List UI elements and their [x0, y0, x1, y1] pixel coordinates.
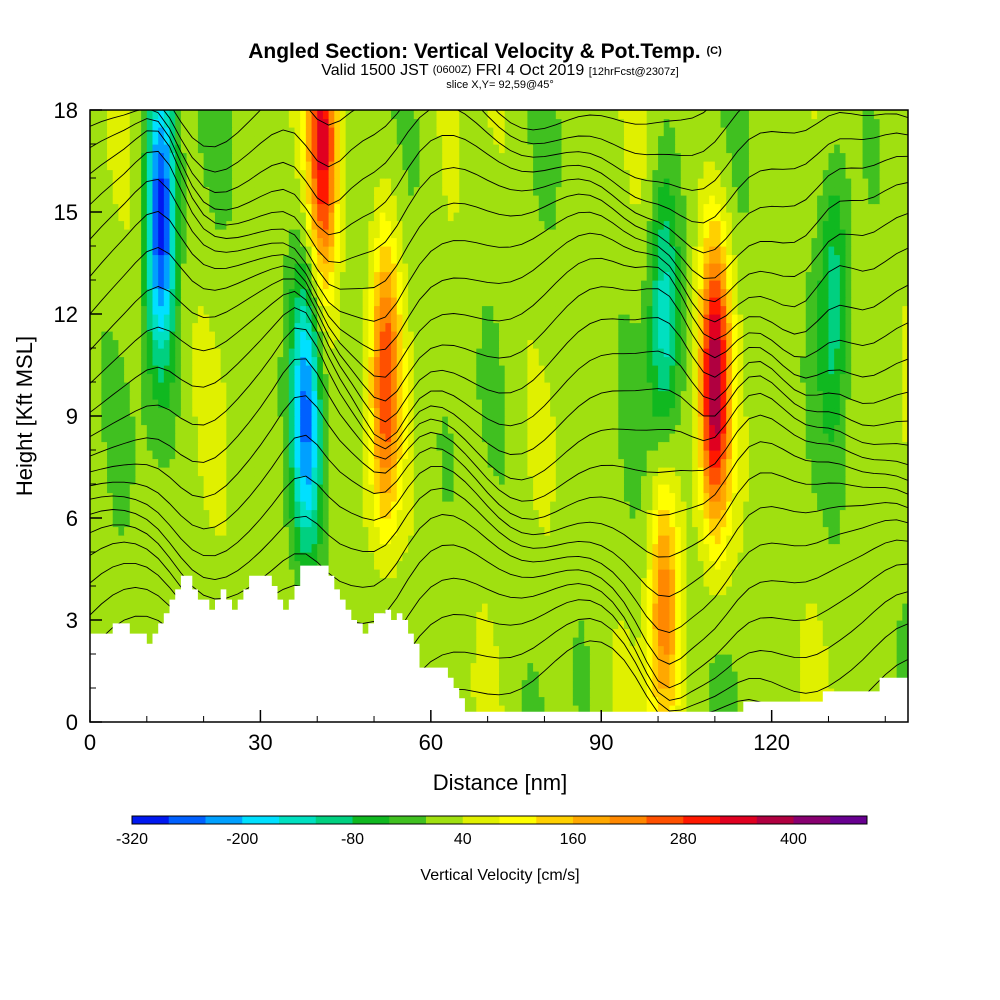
theta-contour-line: [90, 434, 908, 530]
y-tick-label: 18: [54, 98, 78, 123]
theta-contour-line: [162, 110, 741, 173]
colorbar-swatch: [315, 816, 353, 824]
colorbar-tick-label: -80: [341, 831, 364, 848]
valid-main: Valid 1500 JST: [321, 62, 429, 79]
y-tick-label: 15: [54, 200, 78, 225]
colorbar-tick-label: 160: [560, 831, 587, 848]
colorbar-label: Vertical Velocity [cm/s]: [420, 867, 579, 884]
theta-contour-line: [90, 487, 908, 597]
theta-contour-line: [90, 150, 908, 290]
colorbar-swatch: [168, 816, 206, 824]
y-axis: 0 3 6 9 12 15 18: [54, 98, 102, 735]
colorbar-tick-label: -320: [116, 831, 148, 848]
y-tick-label: 6: [66, 506, 78, 531]
valid-date: FRI 4 Oct 2019: [476, 62, 585, 79]
colorbar: -320 -200 -80 40 160 280 400: [116, 815, 868, 848]
theta-contour-line: [90, 130, 908, 264]
colorbar-tick-label: 280: [670, 831, 697, 848]
x-axis: 0 30 60 90 120: [84, 710, 886, 755]
colorbar-swatch: [499, 816, 537, 824]
theta-contour-line: [90, 290, 908, 423]
valid-line: Valid 1500 JST (0600Z) FRI 4 Oct 2019 [1…: [321, 60, 678, 79]
y-axis-label: Height [Kft MSL]: [12, 336, 37, 496]
y-tick-label: 9: [66, 404, 78, 429]
colorbar-swatch: [536, 816, 574, 824]
colorbar-swatch: [132, 816, 170, 824]
colorbar-tick-label: 40: [454, 831, 472, 848]
colorbar-tick-label: -200: [226, 831, 258, 848]
x-axis-label: Distance [nm]: [433, 770, 568, 795]
colorbar-swatch: [756, 816, 794, 824]
x-tick-label: 60: [419, 730, 443, 755]
colorbar-swatch: [242, 816, 280, 824]
theta-contour-line: [172, 110, 708, 148]
theta-contour-line: [90, 307, 908, 442]
x-tick-label: 90: [589, 730, 613, 755]
y-tick-label: 3: [66, 608, 78, 633]
theta-contour-line: [90, 278, 908, 402]
theta-contour-line: [90, 466, 908, 558]
colorbar-swatch: [609, 816, 647, 824]
colorbar-swatch: [646, 816, 684, 824]
colorbar-swatch: [426, 816, 464, 824]
colorbar-swatch: [205, 816, 243, 824]
colorbar-swatch: [830, 816, 868, 824]
chart-title: Angled Section: Vertical Velocity & Pot.…: [248, 40, 722, 63]
forecast-tag: [12hrFcst@2307z]: [589, 66, 679, 78]
theta-contour-line: [90, 327, 908, 455]
x-tick-label: 0: [84, 730, 96, 755]
slice-info: slice X,Y= 92,59@45°: [446, 79, 554, 91]
theta-contour-line: [90, 118, 908, 236]
terrain: [90, 565, 908, 722]
valid-utc: (0600Z): [433, 64, 472, 76]
x-tick-label: 30: [248, 730, 272, 755]
theta-contour-line: [90, 210, 908, 352]
colorbar-swatch: [720, 816, 758, 824]
y-tick-label: 12: [54, 302, 78, 327]
terrain-mask: [90, 565, 908, 722]
colorbar-swatch: [352, 816, 390, 824]
x-tick-label: 120: [753, 730, 790, 755]
theta-contour-line: [90, 358, 908, 481]
theta-contour-line: [90, 395, 908, 502]
theta-contour-line: [90, 178, 908, 322]
theta-contour-line: [90, 110, 908, 206]
title-mark: (C): [706, 45, 722, 57]
colorbar-swatch: [389, 816, 427, 824]
colorbar-swatch: [793, 816, 831, 824]
colorbar-swatch: [462, 816, 500, 824]
y-tick-label: 0: [66, 710, 78, 735]
colorbar-swatch: [279, 816, 317, 824]
colorbar-swatch: [573, 816, 611, 824]
colorbar-tick-label: 400: [780, 831, 807, 848]
colorbar-swatch: [683, 816, 721, 824]
theta-contour-line: [90, 247, 908, 378]
